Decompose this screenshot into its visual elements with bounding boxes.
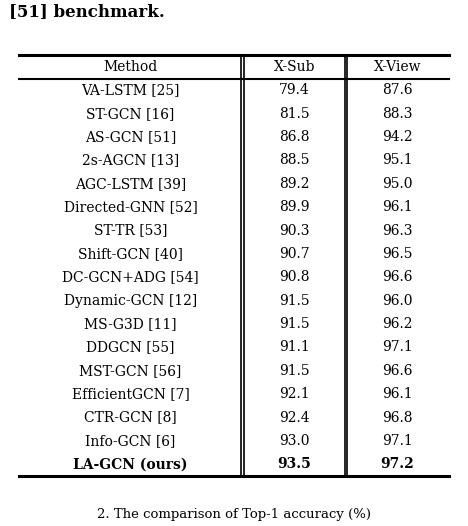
Text: 88.5: 88.5 <box>279 154 309 167</box>
Text: 90.8: 90.8 <box>279 270 309 285</box>
Text: 97.1: 97.1 <box>382 340 413 355</box>
Text: EfficientGCN [7]: EfficientGCN [7] <box>72 387 190 401</box>
Text: 96.1: 96.1 <box>382 387 413 401</box>
Text: 81.5: 81.5 <box>279 107 310 120</box>
Text: 92.4: 92.4 <box>279 411 310 424</box>
Text: 91.5: 91.5 <box>279 364 310 378</box>
Text: 93.5: 93.5 <box>278 457 311 471</box>
Text: 91.5: 91.5 <box>279 294 310 308</box>
Text: ST-TR [53]: ST-TR [53] <box>94 224 168 238</box>
Text: MST-GCN [56]: MST-GCN [56] <box>80 364 182 378</box>
Text: 88.3: 88.3 <box>382 107 413 120</box>
Text: VA-LSTM [25]: VA-LSTM [25] <box>81 83 180 97</box>
Text: 96.1: 96.1 <box>382 200 413 214</box>
Text: 94.2: 94.2 <box>382 130 413 144</box>
Text: DDGCN [55]: DDGCN [55] <box>87 340 175 355</box>
Text: 96.5: 96.5 <box>382 247 413 261</box>
Text: Info-GCN [6]: Info-GCN [6] <box>86 434 176 448</box>
Text: CTR-GCN [8]: CTR-GCN [8] <box>84 411 177 424</box>
Text: 96.2: 96.2 <box>382 317 413 331</box>
Text: Shift-GCN [40]: Shift-GCN [40] <box>78 247 183 261</box>
Text: 92.1: 92.1 <box>279 387 310 401</box>
Text: [51] benchmark.: [51] benchmark. <box>9 3 165 19</box>
Text: 95.0: 95.0 <box>382 177 413 191</box>
Text: 95.1: 95.1 <box>382 154 413 167</box>
Text: 93.0: 93.0 <box>279 434 309 448</box>
Text: Method: Method <box>103 60 158 74</box>
Text: 86.8: 86.8 <box>279 130 309 144</box>
Text: 87.6: 87.6 <box>382 83 413 97</box>
Text: 90.3: 90.3 <box>279 224 309 238</box>
Text: DC-GCN+ADG [54]: DC-GCN+ADG [54] <box>62 270 199 285</box>
Text: 89.9: 89.9 <box>279 200 309 214</box>
Text: 96.8: 96.8 <box>382 411 413 424</box>
Text: ST-GCN [16]: ST-GCN [16] <box>87 107 175 120</box>
Text: X-Sub: X-Sub <box>273 60 315 74</box>
Text: 97.1: 97.1 <box>382 434 413 448</box>
Text: 96.6: 96.6 <box>382 270 413 285</box>
Text: 90.7: 90.7 <box>279 247 310 261</box>
Text: 96.6: 96.6 <box>382 364 413 378</box>
Text: AGC-LSTM [39]: AGC-LSTM [39] <box>75 177 186 191</box>
Text: 97.2: 97.2 <box>381 457 415 471</box>
Text: 91.1: 91.1 <box>279 340 310 355</box>
Text: 91.5: 91.5 <box>279 317 310 331</box>
Text: 96.3: 96.3 <box>382 224 413 238</box>
Text: 2. The comparison of Top-1 accuracy (%): 2. The comparison of Top-1 accuracy (%) <box>97 508 371 521</box>
Text: Dynamic-GCN [12]: Dynamic-GCN [12] <box>64 294 197 308</box>
Text: 89.2: 89.2 <box>279 177 309 191</box>
Text: 2s-AGCN [13]: 2s-AGCN [13] <box>82 154 179 167</box>
Text: LA-GCN (ours): LA-GCN (ours) <box>73 457 188 471</box>
Text: 79.4: 79.4 <box>279 83 310 97</box>
Text: MS-G3D [11]: MS-G3D [11] <box>84 317 177 331</box>
Text: X-View: X-View <box>374 60 421 74</box>
Text: AS-GCN [51]: AS-GCN [51] <box>85 130 176 144</box>
Text: Directed-GNN [52]: Directed-GNN [52] <box>64 200 197 214</box>
Text: 96.0: 96.0 <box>382 294 413 308</box>
